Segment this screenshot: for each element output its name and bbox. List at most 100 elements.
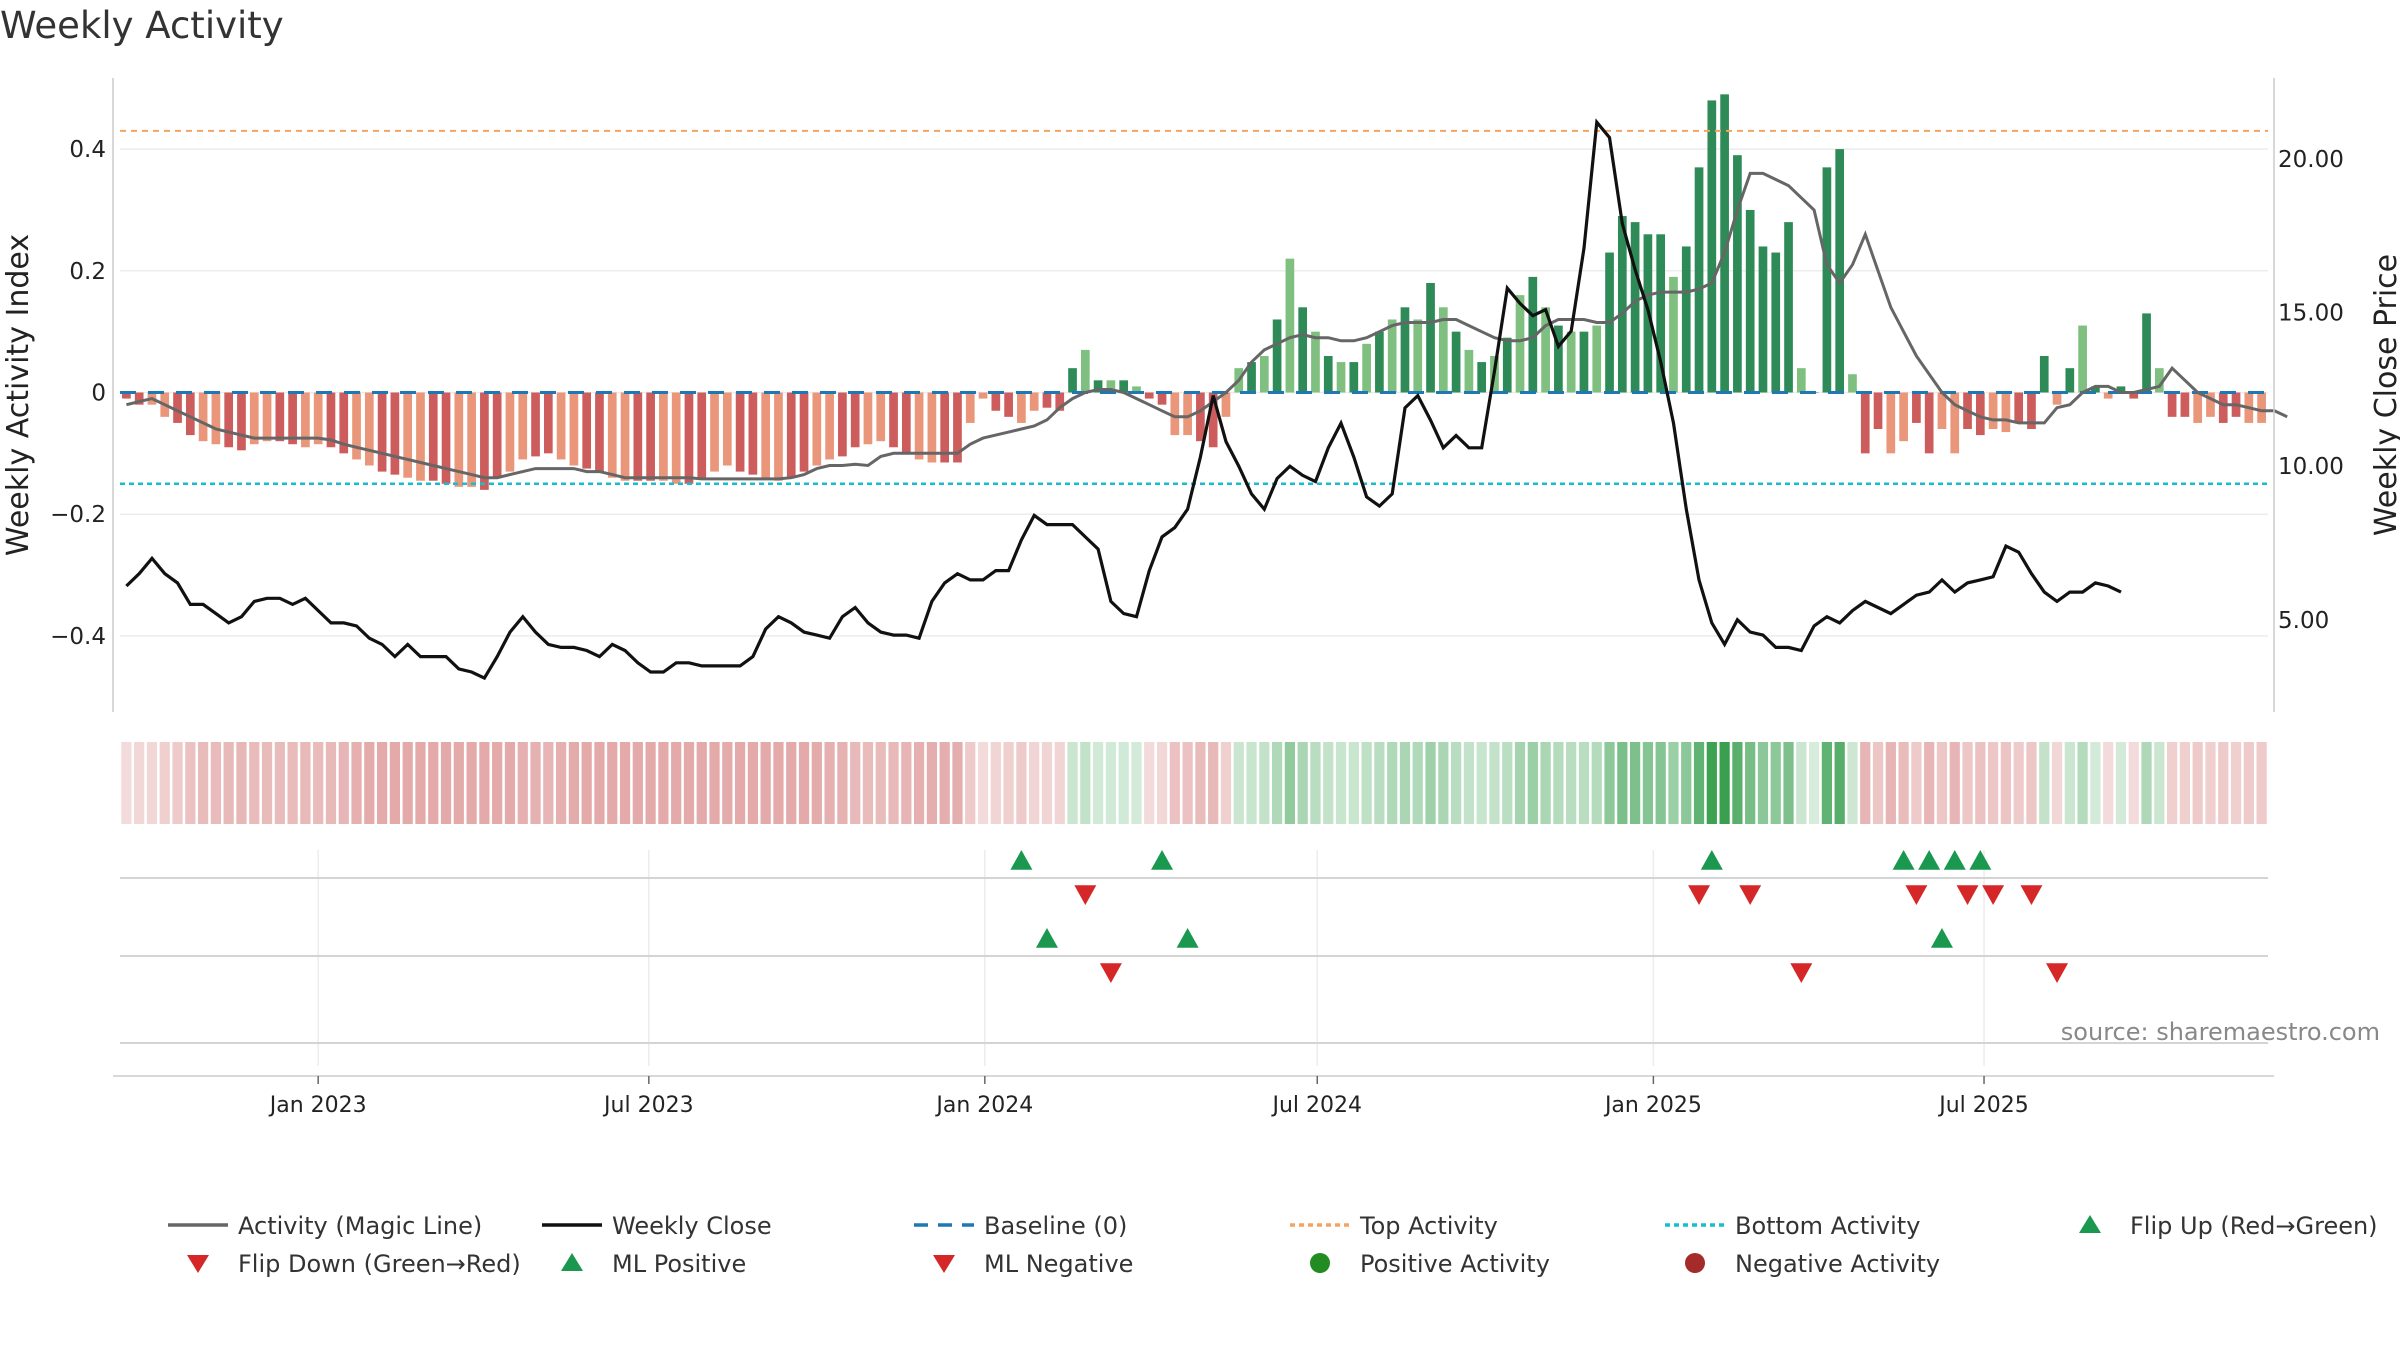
heat-cell [913, 742, 925, 824]
activity-bar [1183, 392, 1192, 436]
heat-cell [1591, 742, 1602, 824]
heat-cell [2218, 742, 2229, 824]
heat-cell [901, 742, 912, 824]
heat-cell [1911, 742, 1922, 824]
activity-bar [1899, 392, 1908, 442]
activity-bar [1259, 355, 1269, 393]
heat-cell [1821, 742, 1833, 824]
activity-bar [428, 392, 438, 481]
heat-cell [1885, 742, 1896, 824]
activity-bar [2167, 392, 2177, 417]
heat-cell [1476, 742, 1487, 824]
activity-bar [2154, 368, 2164, 393]
legend-label: Bottom Activity [1735, 1212, 1920, 1240]
ml-positive-marker [1930, 928, 1953, 948]
activity-bar [1860, 392, 1870, 454]
activity-bar [953, 392, 962, 463]
heat-cell [875, 742, 886, 824]
ml-positive-marker [1176, 928, 1199, 948]
activity-bar [2116, 386, 2126, 393]
activity-bar [275, 392, 285, 442]
activity-bar [198, 392, 208, 442]
activity-bar [313, 392, 323, 445]
heat-cell [1080, 742, 1091, 824]
activity-bar [1477, 362, 1487, 393]
heat-cell [555, 742, 567, 824]
activity-bars [122, 94, 2266, 490]
y2-tick-label: 15.00 [2278, 301, 2344, 327]
heat-cell [798, 742, 810, 824]
activity-bar [492, 392, 502, 478]
heat-cell [402, 742, 413, 824]
flip-up-marker [1943, 850, 1966, 870]
activity-bar [467, 392, 476, 487]
heat-cell [1425, 742, 1436, 824]
activity-bar [301, 392, 310, 448]
heat-cell [786, 742, 797, 824]
heat-cell [683, 742, 695, 824]
activity-bar [1886, 392, 1896, 454]
heat-cell [581, 742, 592, 824]
heat-cell [376, 742, 388, 824]
heat-cell [1054, 742, 1065, 824]
flip-down-marker [1982, 885, 2005, 905]
heat-cell [722, 742, 733, 824]
activity-bar [876, 392, 886, 442]
heat-cell [1029, 742, 1040, 824]
activity-bar [1694, 167, 1704, 393]
heat-cell [1259, 742, 1270, 824]
activity-bar [1733, 155, 1742, 393]
activity-bar [2218, 392, 2228, 423]
heat-cell [325, 742, 337, 824]
heat-cell [1310, 742, 1321, 824]
activity-bar [326, 392, 336, 448]
heat-cell [2154, 742, 2165, 824]
legend-label: Flip Up (Red→Green) [2130, 1212, 2378, 1240]
activity-bar [1387, 319, 1397, 393]
activity-bar [2206, 392, 2215, 417]
heat-cell [1169, 742, 1180, 824]
heat-cell [185, 742, 196, 824]
legend-label: Activity (Magic Line) [238, 1212, 482, 1240]
heat-cell [1745, 742, 1756, 824]
activity-bar [735, 392, 745, 472]
heat-cell [965, 742, 976, 824]
activity-bar [480, 392, 489, 490]
source-text: source: sharemaestro.com [2061, 1018, 2380, 1046]
flip-up-marker [1918, 850, 1941, 870]
activity-bar [1541, 307, 1550, 393]
activity-bar [2065, 368, 2075, 393]
activity-bar [454, 392, 464, 487]
heat-cell [428, 742, 439, 824]
activity-bar [2193, 392, 2203, 423]
heat-cell [1220, 742, 1232, 824]
activity-bar [1004, 392, 1013, 417]
activity-bar [1873, 392, 1883, 430]
heat-cell [415, 742, 426, 824]
activity-bar [1298, 307, 1308, 393]
heat-cell [1655, 742, 1666, 824]
heat-cell [1182, 742, 1193, 824]
activity-bar [1375, 331, 1384, 393]
heat-cell [261, 742, 273, 824]
heat-cell [568, 742, 580, 824]
activity-bar [1093, 380, 1103, 393]
heat-cell [1540, 742, 1551, 824]
activity-bar [582, 392, 592, 469]
heat-cell [1770, 742, 1781, 824]
heat-cell [1463, 742, 1475, 824]
ml-negative-marker [2046, 963, 2069, 983]
activity-bar [1285, 258, 1295, 393]
activity-bar [364, 392, 374, 466]
activity-bar [901, 392, 911, 454]
activity-bar [697, 392, 707, 478]
heat-cell [1847, 742, 1858, 824]
heat-cell [888, 742, 899, 824]
heat-cell [197, 742, 209, 824]
heat-cell [1732, 742, 1743, 824]
heat-cell [2192, 742, 2203, 824]
activity-bar [1528, 276, 1538, 393]
heat-cell [1668, 742, 1679, 824]
magic-line [126, 171, 2288, 481]
heat-cell [121, 742, 132, 824]
